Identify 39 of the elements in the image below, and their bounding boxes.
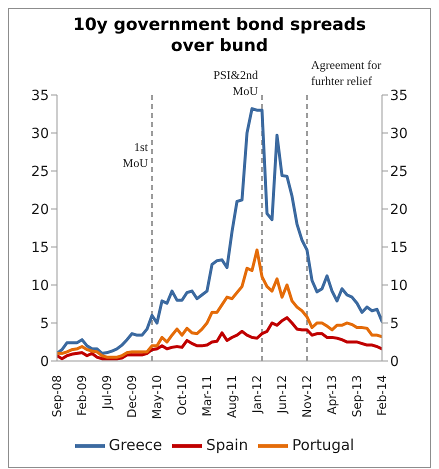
x-tick-label: Nov-12 bbox=[300, 375, 314, 418]
chart-title: 10y government bond spreads over bund bbox=[72, 14, 367, 57]
y-tick-label: 10 bbox=[31, 278, 49, 294]
x-tick-label: Jun-12 bbox=[275, 375, 289, 414]
y2-tick-label: 5 bbox=[390, 316, 399, 332]
x-tick-label: Sep-08 bbox=[50, 375, 64, 418]
y-tick-label: 35 bbox=[31, 88, 49, 104]
y2-tick-label: 20 bbox=[390, 202, 408, 218]
x-tick-label: Feb-09 bbox=[75, 375, 89, 416]
legend-label: Greece bbox=[108, 436, 162, 454]
x-tick-label: Feb-14 bbox=[375, 375, 389, 416]
y-tick-label: 25 bbox=[31, 164, 49, 180]
y2-tick-label: 0 bbox=[390, 354, 399, 370]
x-tick-label: May-10 bbox=[150, 375, 164, 420]
y-tick-label: 5 bbox=[40, 316, 49, 332]
y-tick-label: 30 bbox=[31, 126, 49, 142]
line-series bbox=[57, 107, 382, 355]
ref-line-label: PSI&2nd MoU bbox=[213, 68, 258, 98]
x-tick-label: Mar-11 bbox=[200, 375, 214, 416]
y2-tick-label: 30 bbox=[390, 126, 408, 142]
y2-tick-label: 15 bbox=[390, 240, 408, 256]
x-tick-label: Sep-13 bbox=[350, 375, 364, 418]
y-tick-label: 0 bbox=[40, 354, 49, 370]
y2-tick-label: 25 bbox=[390, 164, 408, 180]
x-tick-label: Jan-12 bbox=[250, 375, 264, 414]
x-tick-label: Oct-10 bbox=[175, 375, 189, 416]
y2-tick-label: 35 bbox=[390, 88, 408, 104]
legend-label: Portugal bbox=[292, 436, 354, 454]
ref-line-label: 1st MoU bbox=[122, 140, 149, 170]
x-tick-label: Aug-11 bbox=[225, 375, 239, 418]
y-tick-label: 15 bbox=[31, 240, 49, 256]
y2-tick-label: 10 bbox=[390, 278, 408, 294]
legend-label: Spain bbox=[206, 436, 248, 454]
x-tick-label: Jul-09 bbox=[100, 375, 114, 410]
line-series bbox=[57, 248, 382, 359]
x-tick-label: Apr-13 bbox=[325, 375, 339, 415]
ref-line-label: Agreement for furhter relief bbox=[311, 58, 382, 88]
y-tick-label: 20 bbox=[31, 202, 49, 218]
x-tick-label: Dec-09 bbox=[125, 375, 139, 418]
